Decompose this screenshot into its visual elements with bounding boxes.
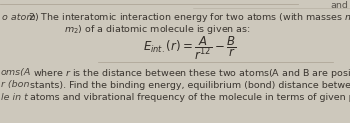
Text: $m_2$) of a diatomic molecule is given as:: $m_2$) of a diatomic molecule is given a…: [28, 23, 251, 36]
Text: and: and: [330, 1, 348, 10]
Text: 2) The interatomic interaction energy for two atoms (with masses $m_1$ and: 2) The interatomic interaction energy fo…: [28, 10, 350, 23]
Text: r (bon: r (bon: [1, 80, 29, 90]
Text: where $r$ is the distance between these two atoms(A and B are positive con-: where $r$ is the distance between these …: [30, 67, 350, 79]
Text: $E_{int.}(r) = \dfrac{A}{r^{12}} - \dfrac{B}{r}$: $E_{int.}(r) = \dfrac{A}{r^{12}} - \dfra…: [143, 34, 237, 62]
Text: atoms and vibrational frequency of the molecule in terms of given parameters.: atoms and vibrational frequency of the m…: [30, 92, 350, 101]
Text: stants). Find the binding energy, equilibrium (bond) distance between two: stants). Find the binding energy, equili…: [30, 80, 350, 90]
Text: le in t: le in t: [1, 92, 28, 101]
Text: o atom: o atom: [2, 13, 36, 22]
Text: oms(A: oms(A: [1, 69, 32, 77]
